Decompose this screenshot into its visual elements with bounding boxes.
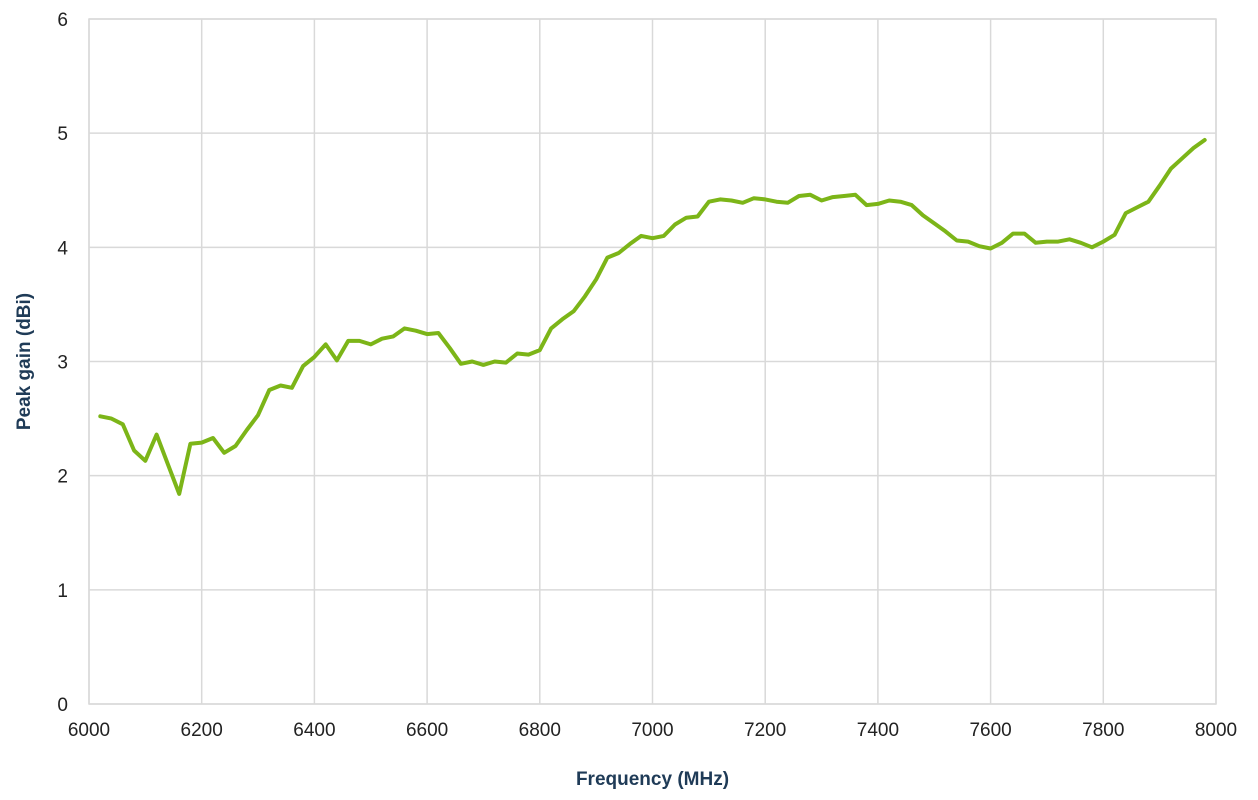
y-tick-label: 4 bbox=[57, 238, 68, 259]
x-tick-label: 6600 bbox=[406, 720, 448, 741]
y-tick-label: 3 bbox=[57, 353, 68, 374]
y-axis-ticks: 0 1 2 3 4 5 6 bbox=[57, 10, 68, 716]
x-tick-label: 7400 bbox=[857, 720, 899, 741]
plot-area bbox=[88, 18, 1217, 705]
x-axis-title: Frequency (MHz) bbox=[576, 769, 729, 790]
x-tick-label: 7600 bbox=[969, 720, 1011, 741]
x-tick-label: 8000 bbox=[1195, 720, 1237, 741]
y-axis-title: Peak gain (dBi) bbox=[14, 293, 35, 430]
x-axis-ticks: 6000 6200 6400 6600 6800 7000 7200 7400 7600 7800… bbox=[68, 720, 1237, 741]
x-tick-label: 6800 bbox=[519, 720, 561, 741]
x-tick-label: 6000 bbox=[68, 720, 110, 741]
y-tick-label: 2 bbox=[57, 467, 68, 488]
x-tick-label: 6400 bbox=[293, 720, 335, 741]
y-tick-label: 1 bbox=[57, 581, 68, 602]
x-tick-label: 7000 bbox=[631, 720, 673, 741]
gridlines bbox=[88, 18, 1217, 705]
y-tick-label: 0 bbox=[57, 695, 68, 716]
x-tick-label: 6200 bbox=[181, 720, 223, 741]
gain-series-line bbox=[98, 138, 1207, 496]
series-group bbox=[98, 138, 1207, 496]
x-tick-label: 7200 bbox=[744, 720, 786, 741]
y-tick-label: 6 bbox=[57, 10, 68, 31]
y-tick-label: 5 bbox=[57, 124, 68, 145]
x-tick-label: 7800 bbox=[1082, 720, 1124, 741]
